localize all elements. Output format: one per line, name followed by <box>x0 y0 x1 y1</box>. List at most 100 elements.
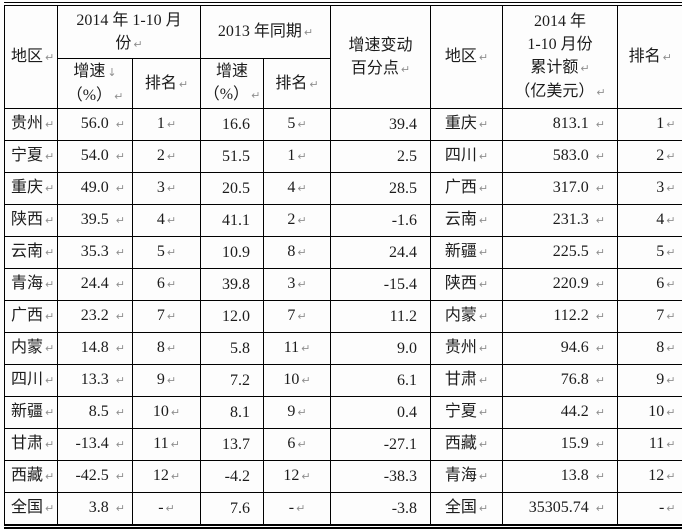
paragraph-mark-icon: ↵ <box>167 214 176 227</box>
cell-value: 陕西 <box>11 211 43 228</box>
growth-2013-cell: 8.1 <box>201 397 264 429</box>
paragraph-mark-icon: ↵ <box>666 278 675 291</box>
change-pct-cell: 6.1 <box>331 365 431 397</box>
cell-value: 8 <box>157 339 165 356</box>
paragraph-mark-icon: ↵ <box>45 246 54 259</box>
paragraph-mark-icon: ↵ <box>479 342 488 355</box>
cell-value: 广西 <box>445 179 477 196</box>
cell-value: 28.5 <box>389 180 417 197</box>
cell-value: 6.1 <box>397 372 417 389</box>
rank-2014-cell: 7↵ <box>133 301 201 333</box>
amount-cell: 317.0↵ <box>503 173 618 205</box>
cell-value: 青海 <box>445 467 477 484</box>
growth-2014-cell: 24.4↵ <box>58 269 133 301</box>
cell-value: -15.4 <box>384 276 417 293</box>
cell-value: 94.6 <box>561 339 589 356</box>
paragraph-mark-icon: ↵ <box>596 86 605 99</box>
header-region-right: 地区↵ <box>431 4 503 109</box>
cell-value: 16.6 <box>222 116 250 133</box>
cell-value: 宁夏 <box>445 403 477 420</box>
growth-2013-cell: 41.1 <box>201 205 264 237</box>
paragraph-mark-icon: ↵ <box>596 310 605 323</box>
paragraph-mark-icon: ↵ <box>45 342 54 355</box>
rank2-cell: 2↵ <box>618 141 682 173</box>
cell-value: 12 <box>648 467 664 484</box>
region-cell: 西藏↵ <box>5 461 58 493</box>
amount-cell: 76.8↵ <box>503 365 618 397</box>
cell-value: 重庆 <box>445 115 477 132</box>
cell-value: 11 <box>153 435 168 452</box>
cell-value: 24.4 <box>81 275 109 292</box>
rank-2013-cell: 12↵ <box>264 461 331 493</box>
paragraph-mark-icon: ↵ <box>45 470 54 483</box>
paragraph-mark-icon: ↵ <box>45 214 54 227</box>
cell-value: 四川 <box>445 147 477 164</box>
region-cell: 贵州↵ <box>5 109 58 141</box>
paragraph-mark-icon: ↵ <box>666 502 675 515</box>
region-cell: 内蒙↵ <box>5 333 58 365</box>
cell-value: 陕西 <box>445 275 477 292</box>
growth-2014-cell: 8.5↵ <box>58 397 133 429</box>
growth-2014-cell: 13.3↵ <box>58 365 133 397</box>
paragraph-mark-icon: ↵ <box>666 406 675 419</box>
header-row-groups: 地区↵ 2014 年 1-10 月份↵ 2013 年同期↵ 增速变动百分点↵ 地… <box>5 4 682 59</box>
header-growth-2014: 增速↓（%）↵ <box>58 59 133 109</box>
region2-cell: 全国↵ <box>431 493 503 527</box>
cell-value: 全国 <box>445 499 477 516</box>
cell-value: 20.5 <box>222 180 250 197</box>
cell-value: 3 <box>157 179 165 196</box>
cell-value: 13.8 <box>561 467 589 484</box>
cell-value: 8 <box>287 243 295 260</box>
cell-value: 8 <box>656 339 664 356</box>
paragraph-mark-icon: ↵ <box>296 502 305 515</box>
paragraph-mark-icon: ↵ <box>666 182 675 195</box>
cell-value: -13.4 <box>75 435 108 452</box>
growth-2014-cell: 35.3↵ <box>58 237 133 269</box>
cell-value: 9.0 <box>397 340 417 357</box>
paragraph-mark-icon: ↵ <box>116 214 125 227</box>
growth-2013-cell: 10.9 <box>201 237 264 269</box>
rank-2013-cell: 4↵ <box>264 173 331 205</box>
cell-value: 12 <box>283 467 299 484</box>
paragraph-mark-icon: ↵ <box>45 118 54 131</box>
growth-2013-cell: 12.0 <box>201 301 264 333</box>
paragraph-mark-icon: ↵ <box>297 214 306 227</box>
paragraph-mark-icon: ↵ <box>479 182 488 195</box>
header-label: 2013 年同期 <box>218 23 302 40</box>
cell-value: 3 <box>287 275 295 292</box>
header-rank-2014: 排名↵ <box>133 59 201 109</box>
paragraph-mark-icon: ↵ <box>297 246 306 259</box>
cell-value: 广西 <box>11 307 43 324</box>
paragraph-mark-icon: ↵ <box>251 89 260 102</box>
paragraph-mark-icon: ↵ <box>301 342 310 355</box>
amount-cell: 231.3↵ <box>503 205 618 237</box>
region2-cell: 西藏↵ <box>431 429 503 461</box>
region2-cell: 宁夏↵ <box>431 397 503 429</box>
paragraph-mark-icon: ↵ <box>479 278 488 291</box>
paragraph-mark-icon: ↵ <box>297 182 306 195</box>
cell-value: -27.1 <box>384 436 417 453</box>
rank2-cell: 10↵ <box>618 397 682 429</box>
growth-2014-cell: 49.0↵ <box>58 173 133 205</box>
amount-cell: 35305.74↵ <box>503 493 618 527</box>
paragraph-mark-icon: ↵ <box>401 63 410 76</box>
cell-value: 317.0 <box>553 179 589 196</box>
paragraph-mark-icon: ↵ <box>596 406 605 419</box>
header-label: 百分点↵ <box>331 57 430 81</box>
paragraph-mark-icon: ↵ <box>301 374 310 387</box>
region2-cell: 贵州↵ <box>431 333 503 365</box>
header-label: 2014 年 <box>503 10 617 33</box>
cell-value: - <box>158 499 163 516</box>
cell-value: 231.3 <box>553 211 589 228</box>
cell-value: 10 <box>648 403 664 420</box>
paragraph-mark-icon: ↵ <box>663 51 672 64</box>
paragraph-mark-icon: ↵ <box>167 118 176 131</box>
rank-2014-cell: 1↵ <box>133 109 201 141</box>
region-cell: 四川↵ <box>5 365 58 397</box>
cell-value: 2.5 <box>397 148 417 165</box>
